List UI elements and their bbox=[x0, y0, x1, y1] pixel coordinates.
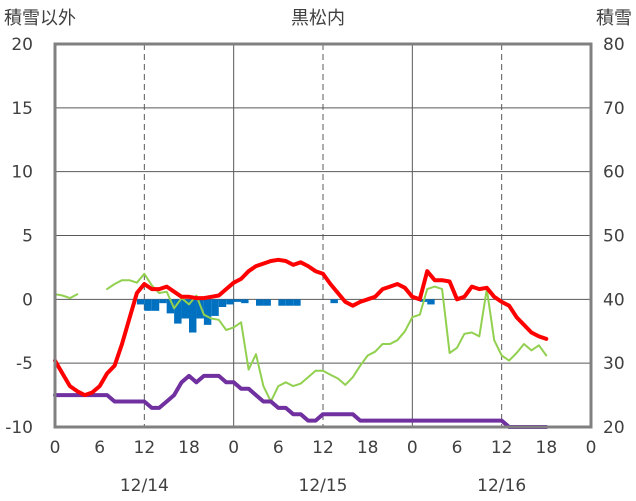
x-hour-tick-label: 12 bbox=[312, 438, 334, 458]
precipitation-bar bbox=[189, 299, 197, 333]
snow-depth-line bbox=[53, 373, 549, 429]
plot-frame bbox=[53, 42, 593, 429]
precipitation-bar bbox=[278, 299, 286, 306]
precipitation-bar bbox=[263, 299, 271, 306]
y-right-tick-label: 20 bbox=[603, 418, 625, 438]
precipitation-bar bbox=[241, 299, 249, 304]
x-hour-tick-label: 6 bbox=[94, 438, 105, 458]
y-left-tick-label: 5 bbox=[22, 227, 33, 247]
precipitation-bar bbox=[181, 299, 189, 319]
x-hour-tick-label: 12 bbox=[491, 438, 513, 458]
x-hour-tick-label: 0 bbox=[228, 438, 239, 458]
x-hour-tick-label: 12 bbox=[134, 438, 156, 458]
x-hour-tick-label: 18 bbox=[536, 438, 558, 458]
precipitation-bar bbox=[144, 299, 152, 311]
precipitation-bar bbox=[330, 299, 338, 304]
y-left-tick-label: 10 bbox=[11, 163, 33, 183]
precipitation-bar bbox=[256, 299, 264, 306]
x-date-label: 12/16 bbox=[477, 476, 526, 496]
precipitation-bar bbox=[151, 299, 160, 311]
y-right-axis-label: 積雪 bbox=[596, 8, 632, 29]
y-left-tick-label: 0 bbox=[22, 290, 33, 310]
precipitation-bar bbox=[218, 299, 227, 307]
y-left-tick-label: -5 bbox=[16, 354, 33, 374]
y-left-tick-label: -10 bbox=[5, 418, 33, 438]
precipitation-bar bbox=[203, 299, 212, 325]
precipitation-bar bbox=[293, 299, 301, 306]
precipitation-bar bbox=[226, 299, 234, 305]
precipitation-bars bbox=[136, 299, 435, 333]
x-hour-tick-label: 0 bbox=[586, 438, 597, 458]
precipitation-bar bbox=[211, 299, 219, 316]
x-hour-tick-label: 0 bbox=[50, 438, 61, 458]
y-right-tick-label: 60 bbox=[603, 163, 625, 183]
x-date-label: 12/15 bbox=[299, 476, 348, 496]
x-hour-tick-label: 18 bbox=[357, 438, 379, 458]
y-right-tick-label: 40 bbox=[603, 290, 625, 310]
precipitation-bar bbox=[136, 299, 145, 305]
y-right-tick-label: 30 bbox=[603, 354, 625, 374]
x-hour-tick-label: 6 bbox=[273, 438, 284, 458]
y-left-tick-label: 15 bbox=[11, 99, 33, 119]
precipitation-bar bbox=[166, 299, 175, 314]
y-left-tick-label: 20 bbox=[11, 35, 33, 55]
y-right-tick-label: 80 bbox=[603, 35, 625, 55]
precipitation-bar bbox=[233, 299, 242, 302]
wind-line bbox=[106, 272, 548, 403]
temperature-line bbox=[53, 257, 549, 398]
x-hour-tick-label: 6 bbox=[452, 438, 463, 458]
precipitation-bar bbox=[174, 299, 182, 324]
x-hour-tick-label: 0 bbox=[407, 438, 418, 458]
precipitation-bar bbox=[427, 299, 435, 305]
y-right-tick-label: 70 bbox=[603, 99, 625, 119]
x-date-label: 12/14 bbox=[120, 476, 169, 496]
grid bbox=[55, 43, 591, 428]
wind-line bbox=[54, 293, 79, 300]
y-left-axis-label: 積雪以外 bbox=[4, 8, 76, 29]
series-lines bbox=[53, 257, 549, 429]
y-right-tick-label: 50 bbox=[603, 227, 625, 247]
chart-title: 黒松内 bbox=[291, 8, 345, 29]
precipitation-bar bbox=[159, 299, 167, 304]
precipitation-bar bbox=[285, 299, 294, 306]
precipitation-bar bbox=[196, 299, 204, 319]
x-hour-tick-label: 18 bbox=[178, 438, 200, 458]
